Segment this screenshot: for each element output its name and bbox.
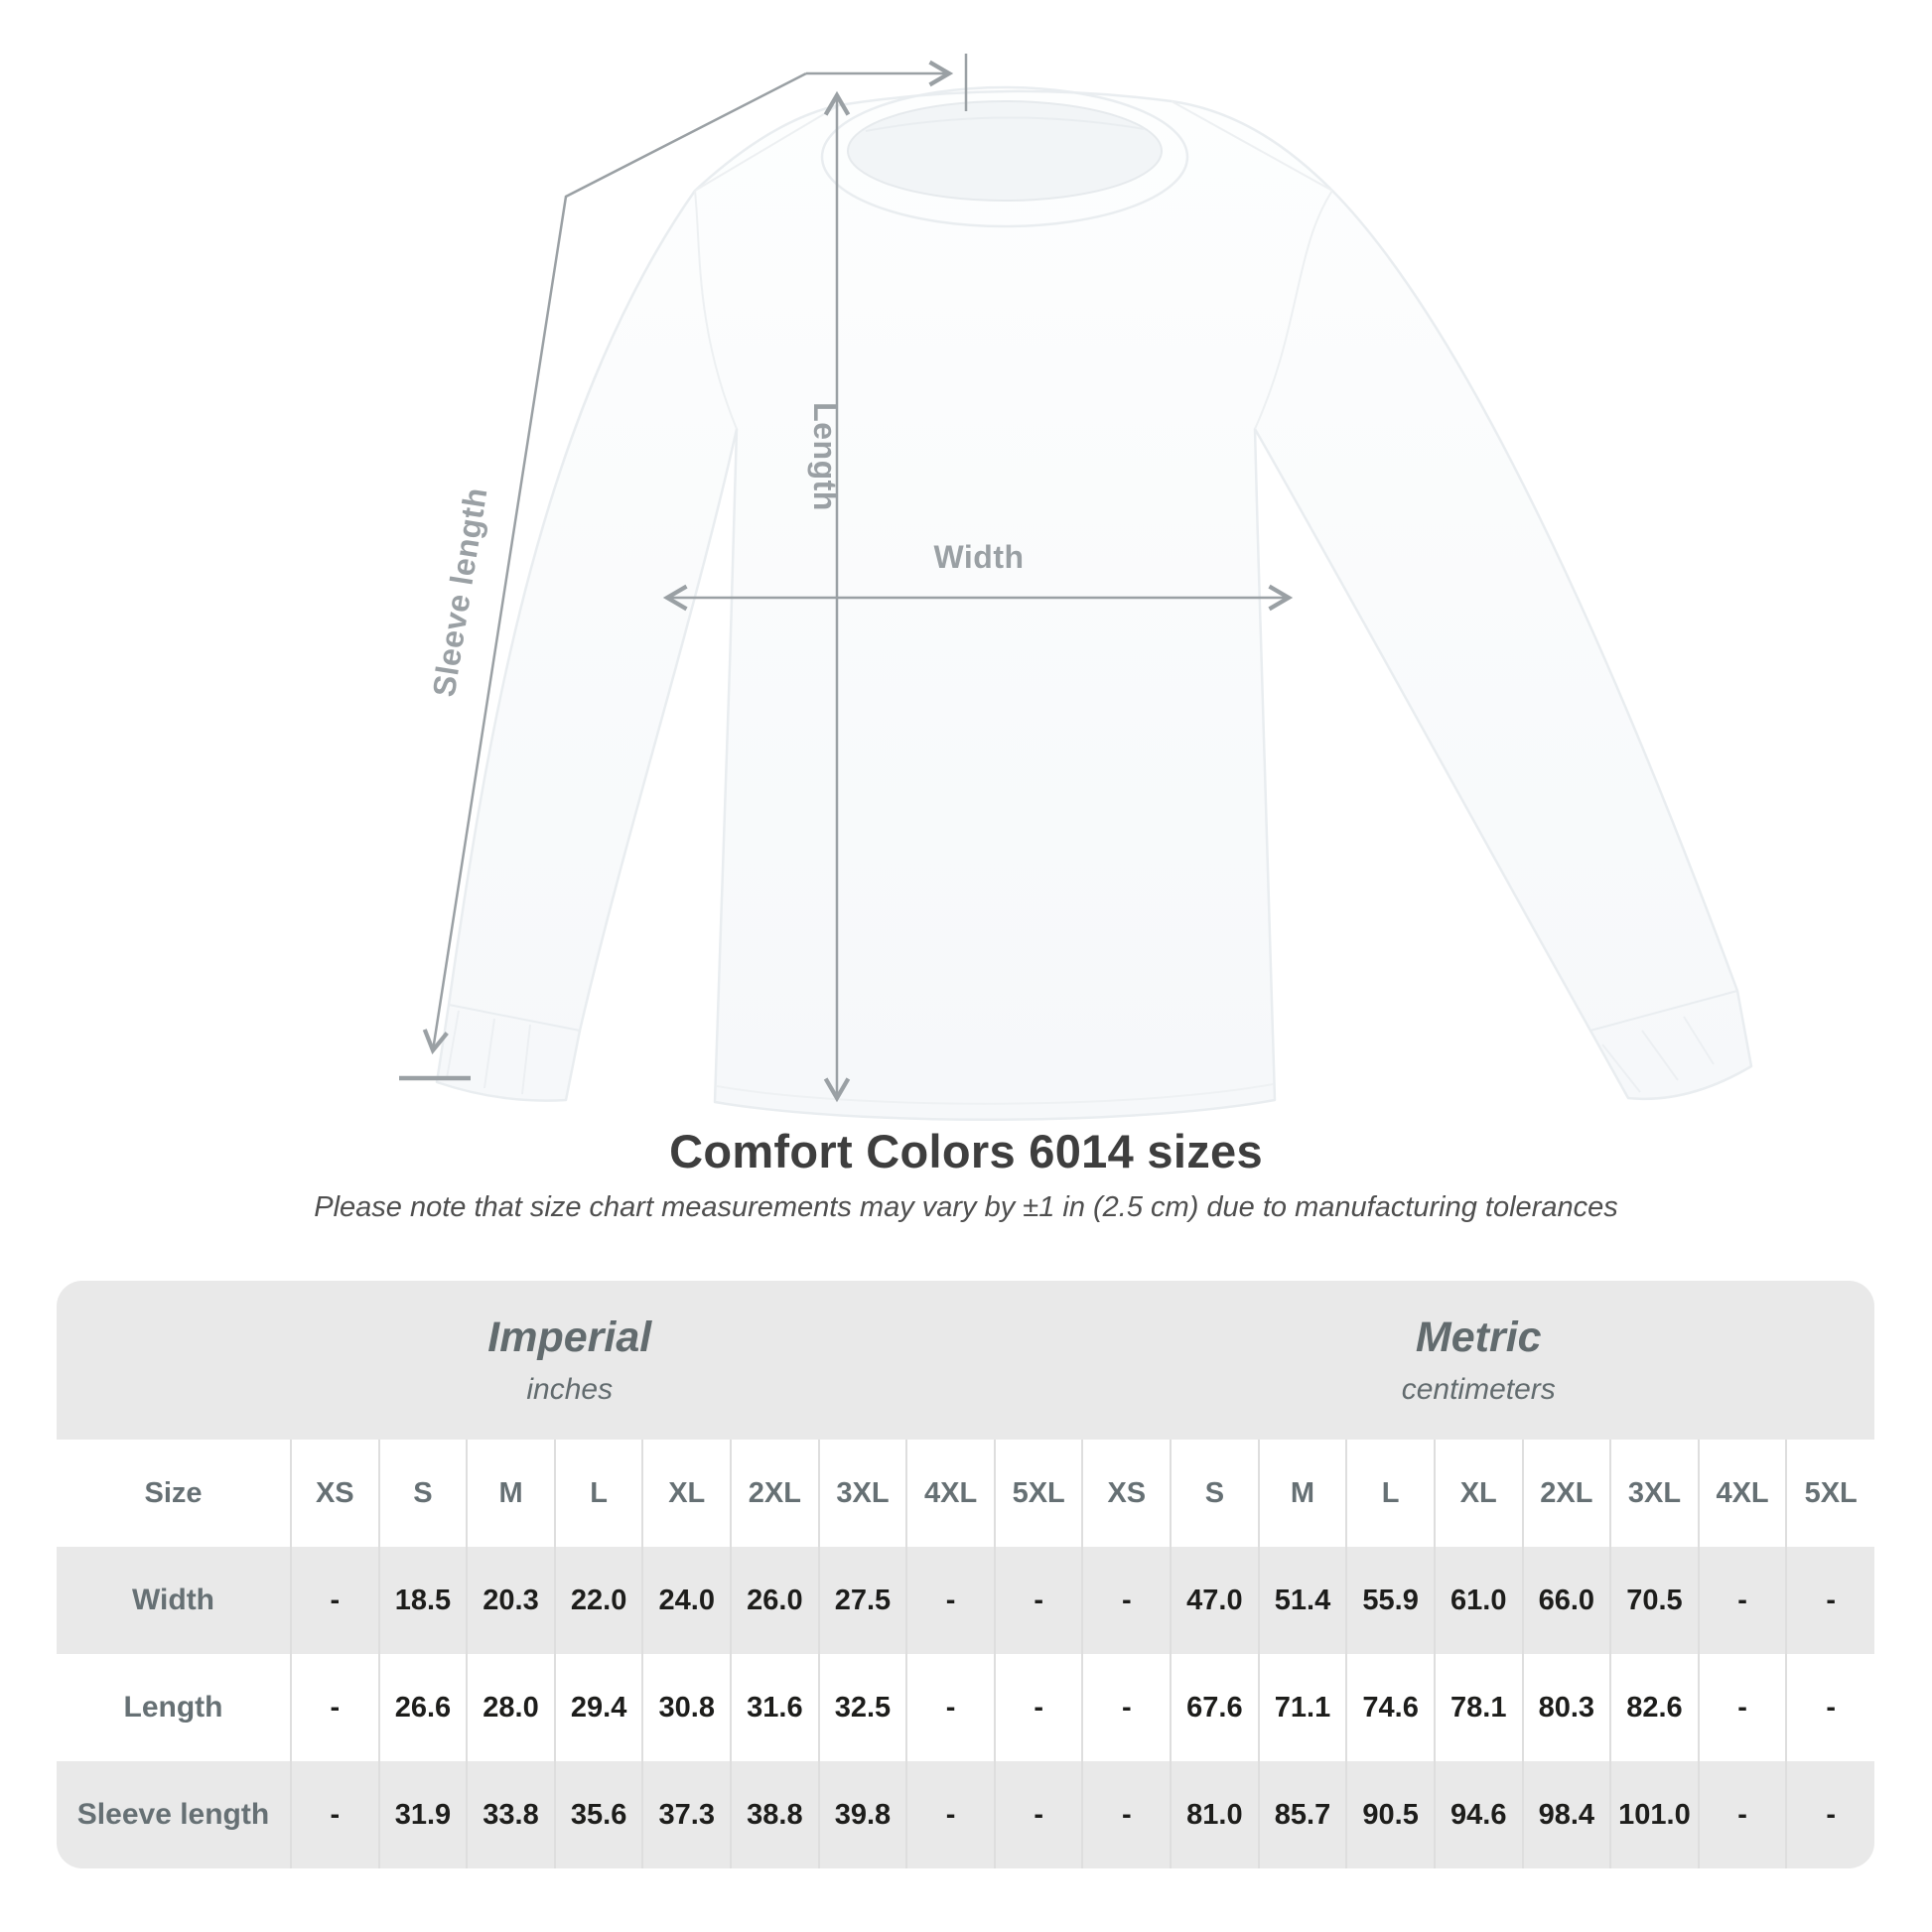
measurement-row: Length -26.6 28.0 29.4 30.8 31.6 32.5- - -67.6 71…	[57, 1654, 1874, 1761]
value-cell: 31.6	[730, 1654, 819, 1761]
measurement-lines	[399, 54, 1294, 1103]
size-col-header-imperial: S	[377, 1440, 468, 1547]
value-cell: 74.6	[1345, 1654, 1435, 1761]
sleeve-length-line	[422, 71, 807, 1055]
value-cell: 101.0	[1609, 1761, 1699, 1868]
value-cell: 71.1	[1257, 1654, 1347, 1761]
page-subtitle: Please note that size chart measurements…	[314, 1191, 1618, 1223]
value-cell: -	[905, 1547, 995, 1654]
page-title: Comfort Colors 6014 sizes	[669, 1125, 1263, 1177]
value-cell: -	[993, 1761, 1083, 1868]
size-col-header-imperial: M	[466, 1440, 555, 1547]
length-label: Length	[807, 402, 843, 511]
value-cell: 66.0	[1521, 1547, 1611, 1654]
size-col-header-imperial: 3XL	[817, 1440, 907, 1547]
value-cell: 31.9	[377, 1761, 468, 1868]
value-cell: 82.6	[1609, 1654, 1699, 1761]
value-cell: 80.3	[1521, 1654, 1611, 1761]
value-cell: -	[1785, 1547, 1874, 1654]
value-cell: 28.0	[466, 1654, 555, 1761]
unit-group-metric: Metric centimeters	[1082, 1281, 1874, 1440]
size-col-header-imperial: L	[553, 1440, 643, 1547]
value-cell: -	[290, 1761, 379, 1868]
size-table-body: Imperial inches Metric centimeters Size …	[57, 1281, 1874, 1868]
value-cell: 18.5	[377, 1547, 468, 1654]
size-col-header-imperial: XS	[290, 1440, 379, 1547]
unit-group-row: Imperial inches Metric centimeters	[57, 1281, 1874, 1440]
value-cell: 51.4	[1257, 1547, 1347, 1654]
size-table-container: Imperial inches Metric centimeters Size …	[57, 1281, 1874, 1868]
value-cell: -	[1081, 1761, 1172, 1868]
value-cell: 81.0	[1170, 1761, 1259, 1868]
size-col-header-metric: M	[1257, 1440, 1347, 1547]
value-cell: -	[1697, 1654, 1787, 1761]
value-cell: -	[290, 1654, 379, 1761]
imperial-group-title: Imperial	[487, 1313, 652, 1362]
value-cell: -	[1081, 1654, 1172, 1761]
value-cell: 37.3	[641, 1761, 732, 1868]
value-cell: 85.7	[1257, 1761, 1347, 1868]
size-header-cell: Size	[144, 1476, 203, 1509]
size-col-header-imperial: 4XL	[905, 1440, 995, 1547]
value-cell: 90.5	[1345, 1761, 1435, 1868]
metric-group-title: Metric	[1415, 1313, 1542, 1362]
sleeve-length-label: Sleeve length	[426, 484, 494, 699]
measurement-row: Width -18.5 20.3 22.0 24.0 26.0 27.5- - -47.0 51.…	[57, 1547, 1874, 1654]
size-col-header-metric: XS	[1081, 1440, 1172, 1547]
size-col-header-metric: 5XL	[1785, 1440, 1874, 1547]
imperial-group-unit: inches	[526, 1372, 614, 1406]
row-label: Sleeve length	[76, 1798, 270, 1831]
measurement-row: Sleeve length -31.9 33.8 35.6 37.3 38.8 39.8- -…	[57, 1761, 1874, 1868]
value-cell: 27.5	[817, 1547, 907, 1654]
size-col-header-imperial: 2XL	[730, 1440, 819, 1547]
row-label: Length	[123, 1691, 223, 1724]
value-cell: 55.9	[1345, 1547, 1435, 1654]
shirt-size-diagram: Width Length Sleeve length	[399, 54, 1753, 1121]
value-cell: -	[290, 1547, 379, 1654]
size-col-header-imperial: 5XL	[993, 1440, 1083, 1547]
value-cell: 98.4	[1521, 1761, 1611, 1868]
size-col-header-metric: 2XL	[1521, 1440, 1611, 1547]
size-col-header-metric: S	[1170, 1440, 1259, 1547]
value-cell: 61.0	[1433, 1547, 1523, 1654]
value-cell: 24.0	[641, 1547, 732, 1654]
size-header-row: Size XS S M L XL 2XL 3XL 4XL 5XL XS S M L XL 2XL 3XL 4XL…	[57, 1440, 1874, 1547]
value-cell: 30.8	[641, 1654, 732, 1761]
value-cell: 38.8	[730, 1761, 819, 1868]
value-cell: 29.4	[553, 1654, 643, 1761]
width-label: Width	[933, 539, 1024, 575]
value-cell: -	[1697, 1761, 1787, 1868]
size-col-header-metric: L	[1345, 1440, 1435, 1547]
value-cell: 78.1	[1433, 1654, 1523, 1761]
metric-group-unit: centimeters	[1401, 1372, 1556, 1406]
size-col-header-metric: 3XL	[1609, 1440, 1699, 1547]
value-cell: 67.6	[1170, 1654, 1259, 1761]
size-col-header-metric: 4XL	[1697, 1440, 1787, 1547]
value-cell: 32.5	[817, 1654, 907, 1761]
value-cell: 47.0	[1170, 1547, 1259, 1654]
row-label: Width	[131, 1584, 215, 1616]
value-cell: 22.0	[553, 1547, 643, 1654]
size-col-header-metric: XL	[1433, 1440, 1523, 1547]
size-col-header-imperial: XL	[641, 1440, 732, 1547]
shirt-illustration	[435, 85, 1753, 1121]
value-cell: 35.6	[553, 1761, 643, 1868]
value-cell: 20.3	[466, 1547, 555, 1654]
unit-group-imperial: Imperial inches	[57, 1281, 1082, 1440]
value-cell: 94.6	[1433, 1761, 1523, 1868]
value-cell: -	[993, 1547, 1083, 1654]
value-cell: -	[993, 1654, 1083, 1761]
value-cell: 70.5	[1609, 1547, 1699, 1654]
value-cell: -	[1785, 1654, 1874, 1761]
value-cell: 26.0	[730, 1547, 819, 1654]
value-cell: -	[1785, 1761, 1874, 1868]
value-cell: 39.8	[817, 1761, 907, 1868]
size-table: Imperial inches Metric centimeters Size …	[57, 1281, 1874, 1868]
value-cell: 33.8	[466, 1761, 555, 1868]
value-cell: 26.6	[377, 1654, 468, 1761]
value-cell: -	[1697, 1547, 1787, 1654]
value-cell: -	[905, 1654, 995, 1761]
value-cell: -	[905, 1761, 995, 1868]
value-cell: -	[1081, 1547, 1172, 1654]
